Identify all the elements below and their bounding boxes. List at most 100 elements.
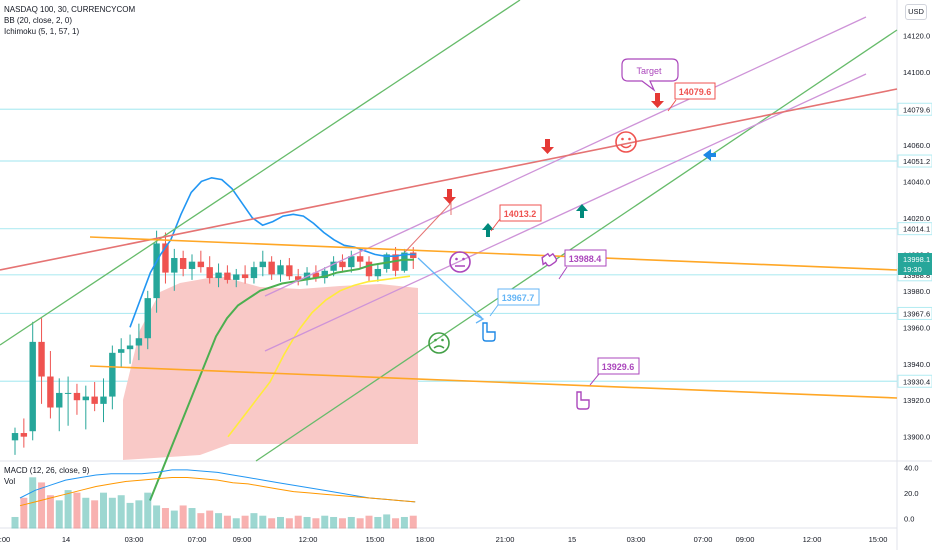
- pointing-hand-icon[interactable]: [540, 251, 558, 268]
- current-price-tag: 13998.1 19:30: [898, 253, 932, 275]
- price-level-tag: [897, 102, 932, 116]
- trend-lines[interactable]: [0, 0, 898, 462]
- arrow-up-icon[interactable]: [482, 223, 494, 237]
- macd-tick-label: 20.0: [904, 489, 919, 498]
- candle[interactable]: [20, 418, 28, 448]
- neutral-emoji-icon[interactable]: [449, 251, 471, 273]
- volume-bar: [383, 514, 391, 529]
- candle[interactable]: [47, 350, 54, 419]
- orange-support-line[interactable]: [89, 365, 898, 399]
- annotations[interactable]: Target 14079.6 14013.2 13988.4 13967.7 1…: [489, 58, 716, 386]
- volume-bar: [11, 516, 19, 529]
- down-projection-line[interactable]: [417, 257, 483, 319]
- violet-channel-lower-line[interactable]: [264, 73, 867, 352]
- candle[interactable]: [126, 334, 134, 364]
- candle[interactable]: [206, 256, 213, 284]
- note-label-13929[interactable]: [597, 357, 640, 375]
- ichimoku-legend[interactable]: Ichimoku (5, 1, 57, 1): [4, 27, 80, 36]
- volume-bar: [232, 518, 240, 529]
- pointing-hand-icon[interactable]: [576, 391, 590, 410]
- arrow-down-icon[interactable]: [443, 189, 456, 204]
- pointing-hand-icon[interactable]: [482, 322, 496, 342]
- candle[interactable]: [295, 268, 302, 286]
- volume-bar: [347, 516, 355, 529]
- ichimoku-base-line: [227, 275, 411, 438]
- candle[interactable]: [188, 254, 196, 280]
- candle[interactable]: [162, 232, 169, 284]
- arrow-down-icon[interactable]: [651, 93, 664, 108]
- arrow-down-icon[interactable]: [541, 139, 554, 154]
- volume-bar: [312, 518, 320, 529]
- symbol-legend[interactable]: NASDAQ 100, 30, CURRENCYCOM: [4, 5, 136, 14]
- smile-emoji-icon[interactable]: [615, 131, 637, 153]
- volume-bar: [82, 497, 90, 529]
- volume-legend[interactable]: Vol: [4, 477, 16, 486]
- candle[interactable]: [259, 250, 266, 277]
- price-level-tag: [897, 374, 932, 388]
- candle[interactable]: [277, 259, 284, 282]
- volume-bar: [55, 500, 63, 529]
- sad-emoji-icon[interactable]: [428, 332, 450, 354]
- time-tick-label: 07:00: [188, 535, 207, 544]
- bb-legend[interactable]: BB (20, close, 2, 0): [4, 16, 73, 25]
- candle[interactable]: [312, 265, 320, 282]
- candle[interactable]: [250, 261, 258, 284]
- candle[interactable]: [286, 258, 293, 280]
- candle[interactable]: [64, 376, 72, 426]
- candle[interactable]: [171, 248, 178, 291]
- candle[interactable]: [91, 381, 98, 412]
- candle[interactable]: [241, 265, 249, 284]
- macd-legend[interactable]: MACD (12, 26, close, 9): [4, 466, 90, 475]
- candle[interactable]: [144, 290, 151, 350]
- candle[interactable]: [215, 263, 222, 288]
- note-label-14013-text: 14013.2: [504, 209, 537, 219]
- candle[interactable]: [233, 268, 240, 288]
- candle[interactable]: [339, 254, 346, 273]
- candle[interactable]: [321, 267, 328, 284]
- candle[interactable]: [374, 263, 382, 282]
- up-projection-line[interactable]: [404, 202, 452, 253]
- orange-resistance-line[interactable]: [89, 236, 898, 271]
- channel-upper-green-line[interactable]: [0, 0, 521, 346]
- candle[interactable]: [56, 378, 63, 432]
- drawing-icons[interactable]: [428, 93, 716, 410]
- candle[interactable]: [73, 383, 81, 415]
- channel-lower-green-line[interactable]: [255, 29, 898, 462]
- volume-bar: [321, 515, 329, 529]
- note-label-14079[interactable]: [674, 82, 716, 100]
- candle[interactable]: [365, 256, 373, 282]
- volume-bar: [108, 497, 116, 529]
- volume-bar: [330, 516, 338, 529]
- volume-bar: [91, 500, 99, 529]
- candle[interactable]: [100, 378, 107, 423]
- volume-bar: [153, 505, 161, 529]
- price-level-tag-text: 13930.4: [903, 377, 930, 386]
- note-label-13967[interactable]: [497, 288, 540, 306]
- candle[interactable]: [82, 385, 89, 430]
- candle[interactable]: [268, 256, 275, 280]
- candle[interactable]: [179, 250, 187, 277]
- candle[interactable]: [153, 230, 160, 313]
- candle[interactable]: [224, 265, 231, 284]
- currency-badge[interactable]: USD: [905, 4, 927, 20]
- candlesticks[interactable]: [11, 230, 417, 455]
- candle[interactable]: [135, 323, 143, 361]
- target-callout[interactable]: [621, 58, 679, 92]
- volume-bar: [277, 516, 284, 529]
- candle[interactable]: [11, 427, 19, 455]
- candle[interactable]: [109, 345, 116, 410]
- arrow-up-icon[interactable]: [576, 204, 588, 218]
- candle[interactable]: [38, 318, 45, 404]
- note-label-14013[interactable]: [499, 204, 542, 222]
- candle[interactable]: [197, 250, 205, 273]
- volume-bar: [392, 518, 400, 529]
- arrow-left-icon[interactable]: [703, 149, 716, 161]
- candle[interactable]: [348, 250, 355, 273]
- note-label-13988[interactable]: [564, 249, 607, 267]
- candle[interactable]: [118, 338, 125, 368]
- volume-bar: [215, 513, 223, 529]
- volume-bar: [294, 515, 302, 529]
- time-axis[interactable]: :00 14 03:00 07:00 09:00 12:00 15:00 18:00 21:00…: [0, 535, 887, 544]
- candle[interactable]: [29, 321, 36, 441]
